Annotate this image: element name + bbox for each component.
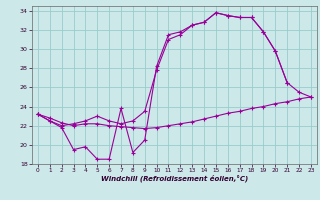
X-axis label: Windchill (Refroidissement éolien,°C): Windchill (Refroidissement éolien,°C) [101, 175, 248, 182]
